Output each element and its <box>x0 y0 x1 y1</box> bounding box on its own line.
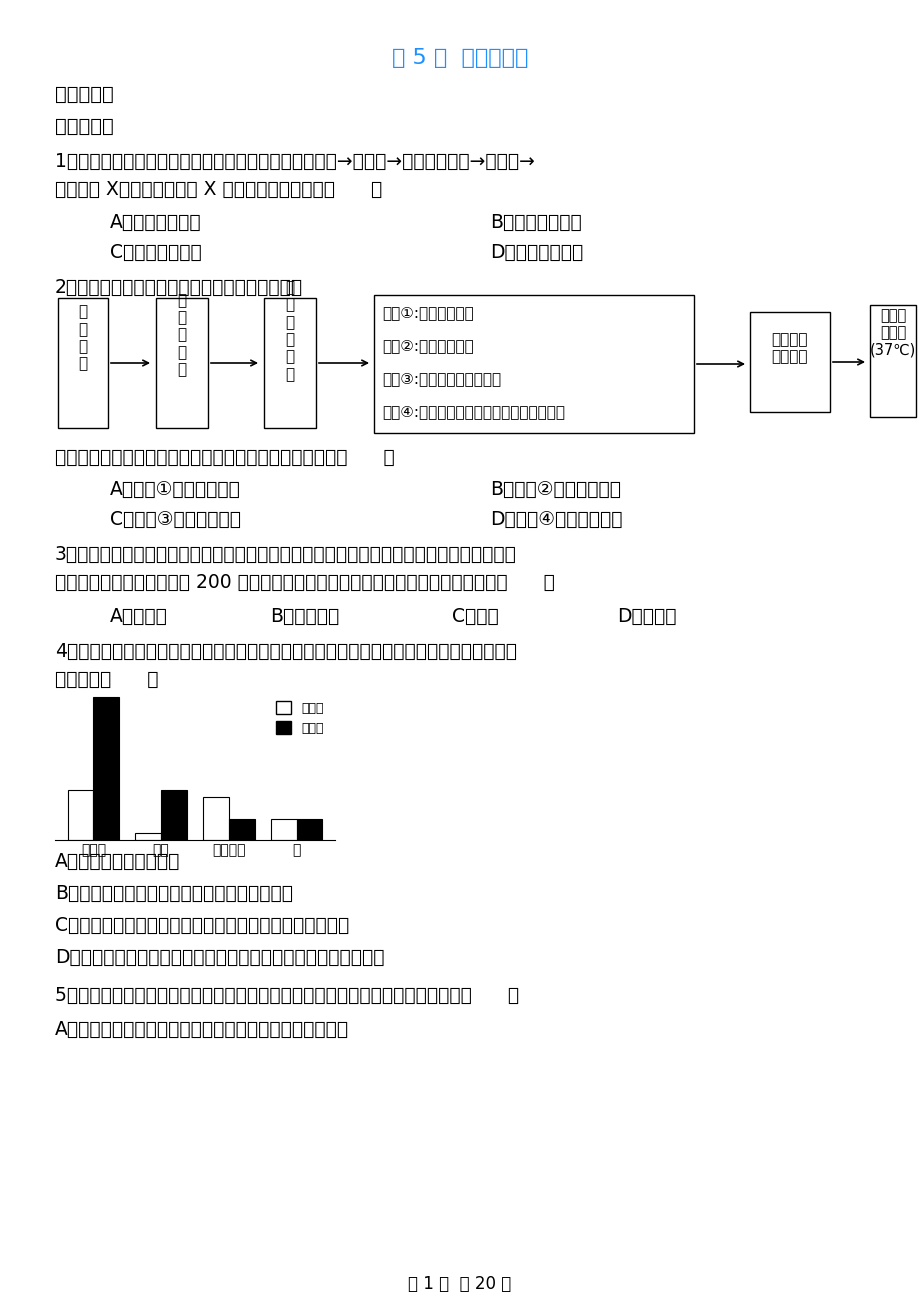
Text: A．扬子鳄: A．扬子鳄 <box>110 607 167 626</box>
Text: 体
温
调
节
中
枢: 体 温 调 节 中 枢 <box>285 280 294 381</box>
Bar <box>135 833 161 840</box>
Text: 气
温
上
升: 气 温 上 升 <box>78 305 87 371</box>
Text: D．黑斑蛙: D．黑斑蛙 <box>617 607 675 626</box>
Text: A．运动时人体血量增加: A．运动时人体血量增加 <box>55 852 180 871</box>
Text: 效应④:甲状腺和肾上腺分泌少，代谢率下降: 效应④:甲状腺和肾上腺分泌少，代谢率下降 <box>381 404 564 419</box>
Text: 1．健康人的正常体温调节过程如下：环境温度低于体温→感受器→体温调节中枢→效应器→: 1．健康人的正常体温调节过程如下：环境温度低于体温→感受器→体温调节中枢→效应器… <box>55 152 534 171</box>
Text: 一、选择题: 一、选择题 <box>55 117 114 135</box>
Bar <box>749 312 829 411</box>
Bar <box>94 697 119 840</box>
Text: B．不管休息还是运动时，脑的血流量基本不变: B．不管休息还是运动时，脑的血流量基本不变 <box>55 884 292 904</box>
Bar <box>156 298 208 428</box>
Text: 温
度
感
受
器: 温 度 感 受 器 <box>177 293 187 378</box>
Legend: 休息时, 运动时: 休息时, 运动时 <box>271 697 328 740</box>
Text: C．效应③可使产热减少: C．效应③可使产热减少 <box>110 510 241 529</box>
Text: C．饭后立即运动，消化器官血流量减少，不利于食物消化: C．饭后立即运动，消化器官血流量减少，不利于食物消化 <box>55 917 349 935</box>
Bar <box>229 819 255 840</box>
Text: B．安吉小鼵: B．安吉小鼵 <box>269 607 339 626</box>
Text: B．效应②可使产热减少: B．效应②可使产热减少 <box>490 480 620 499</box>
Bar <box>203 797 229 840</box>
Text: 错误的是（      ）: 错误的是（ ） <box>55 671 158 689</box>
Text: B．适当增添衣裤: B．适当增添衣裤 <box>490 214 581 232</box>
Bar <box>58 298 108 428</box>
Text: 第 5 节  体温的控制: 第 5 节 体温的控制 <box>391 48 528 68</box>
Bar <box>869 305 915 417</box>
Text: 2．如图为气温上升时，人体的体温调节示意图。: 2．如图为气温上升时，人体的体温调节示意图。 <box>55 279 302 297</box>
Text: 保持体
温恒定
(37℃): 保持体 温恒定 (37℃) <box>869 309 915 358</box>
Text: 5．人体生命活动既受到神经系统的调节，也受到激素的调节。下列说法正确的是（      ）: 5．人体生命活动既受到神经系统的调节，也受到激素的调节。下列说法正确的是（ ） <box>55 986 518 1005</box>
Text: 效应①:皮肤血管舒张: 效应①:皮肤血管舒张 <box>381 305 473 320</box>
Text: 产热减少
散热增加: 产热减少 散热增加 <box>771 332 808 365</box>
Text: A．人体内胰岛素分泌不足，会导致血糖浓度低于正常水平: A．人体内胰岛素分泌不足，会导致血糖浓度低于正常水平 <box>55 1019 348 1039</box>
Bar <box>296 819 322 840</box>
Text: 以下关于人体各效应与其产生的主要结果，判断错误的是（      ）: 以下关于人体各效应与其产生的主要结果，判断错误的是（ ） <box>55 448 394 467</box>
Text: 效应③:骨骼肌紧张性收缩减: 效应③:骨骼肌紧张性收缩减 <box>381 371 501 385</box>
Text: 调节活动 X。下列关于活动 X 的说明，不合理的是（      ）: 调节活动 X。下列关于活动 X 的说明，不合理的是（ ） <box>55 180 381 199</box>
Text: 4．如图表示某人在休息及运动时血液流经四种器官的相对速度大小。据图分析，下列推断中: 4．如图表示某人在休息及运动时血液流经四种器官的相对速度大小。据图分析，下列推断… <box>55 642 516 661</box>
Text: 效应②:汗腺分泌增加: 效应②:汗腺分泌增加 <box>381 339 473 353</box>
Bar <box>264 298 315 428</box>
Text: 存和繁衍，已发现野生动物 200 余种。下列在湖州发现的野生动物中，体温恒定的是（      ）: 存和繁衍，已发现野生动物 200 余种。下列在湖州发现的野生动物中，体温恒定的是… <box>55 573 554 592</box>
Text: 第 1 页  共 20 页: 第 1 页 共 20 页 <box>408 1275 511 1293</box>
Text: D．汗液分泌增加: D．汗液分泌增加 <box>490 243 583 262</box>
Text: D．效应④可使产热减少: D．效应④可使产热减少 <box>490 510 622 529</box>
Text: 3．湖州市属亚热带季风气候，四季分明，光照较多，空气湿润，因而非常适宜野生动物的生: 3．湖州市属亚热带季风气候，四季分明，光照较多，空气湿润，因而非常适宜野生动物的… <box>55 546 516 564</box>
Text: A．皮肤血管收缩: A．皮肤血管收缩 <box>110 214 201 232</box>
Text: A．效应①可使散热增加: A．效应①可使散热增加 <box>110 480 241 499</box>
Text: 基础过关练: 基础过关练 <box>55 85 114 104</box>
Bar <box>374 296 693 434</box>
Text: C．浑身肌肉颤抖: C．浑身肌肉颤抖 <box>110 243 201 262</box>
Text: D．运动时骨骼肌产生热量增加，皮肤血管血流量增加有利于散热: D．运动时骨骼肌产生热量增加，皮肤血管血流量增加有利于散热 <box>55 948 384 967</box>
Bar <box>68 790 94 840</box>
Bar <box>161 790 187 840</box>
Bar <box>270 819 296 840</box>
Text: C．苍鸭: C．苍鸭 <box>451 607 498 626</box>
